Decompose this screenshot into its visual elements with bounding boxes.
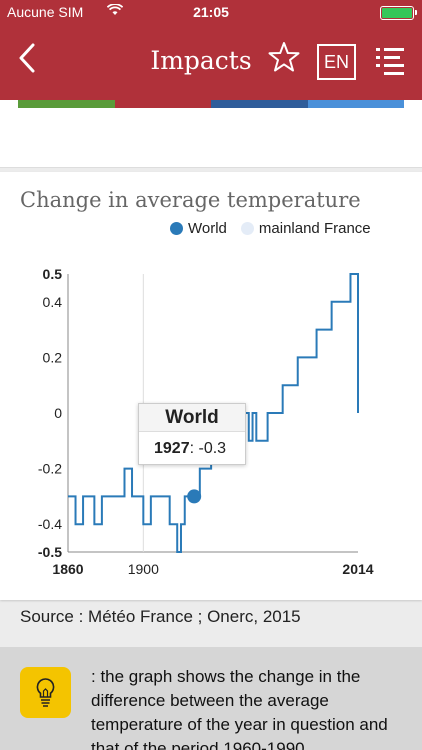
tooltip-title: World [139, 404, 245, 432]
legend-item-france[interactable]: mainland France [240, 220, 371, 237]
tooltip-body: 1927: -0.3 [139, 432, 245, 458]
x-tick-label: 2014 [342, 561, 373, 577]
y-tick-label: 0.2 [43, 349, 63, 365]
chart-title: Change in average temperature [20, 188, 361, 212]
wifi-icon [106, 3, 124, 19]
chart-legend: World mainland France [170, 220, 371, 237]
source-text: Source : Météo France ; Onerc, 2015 [20, 607, 301, 626]
star-icon[interactable] [268, 41, 300, 79]
y-tick-label: -0.2 [38, 461, 62, 477]
note-panel: : the graph shows the change in the diff… [0, 647, 422, 750]
battery-icon [380, 6, 417, 20]
data-point-highlight [187, 489, 202, 504]
legend-swatch [240, 222, 254, 235]
chart-card: Change in average temperature World main… [0, 172, 422, 600]
chevron-left-icon[interactable] [18, 42, 36, 80]
strip-segment-green [18, 100, 115, 108]
tooltip-value: : -0.3 [189, 440, 227, 457]
strip-segment-light-blue [307, 100, 404, 108]
y-tick-label: -0.5 [38, 544, 62, 560]
status-bar: Aucune SIM 21:05 [0, 0, 422, 24]
y-tick-label: 0.5 [43, 266, 63, 282]
x-tick-label: 1900 [128, 561, 159, 577]
legend-label: mainland France [258, 220, 371, 237]
previous-card [0, 100, 422, 168]
strip-segment-blue [211, 100, 308, 108]
note-text: : the graph shows the change in the diff… [91, 667, 388, 750]
legend-swatch [170, 222, 183, 235]
page-title: Impacts [150, 46, 252, 75]
strip-segment-red [114, 100, 211, 108]
y-tick-label: -0.4 [38, 516, 62, 532]
list-menu-icon[interactable] [376, 46, 404, 75]
legend-label: World [188, 220, 227, 237]
y-tick-label: 0 [54, 405, 62, 421]
tooltip-year: 1927 [154, 440, 190, 457]
y-tick-label: 0.4 [43, 294, 63, 310]
legend-item-world[interactable]: World [170, 220, 227, 237]
color-strip [18, 100, 404, 108]
app-header: Aucune SIM 21:05 Impacts EN [0, 0, 422, 100]
carrier-label: Aucune SIM [7, 4, 84, 20]
chart-tooltip: World 1927: -0.3 [138, 403, 246, 465]
clock: 21:05 [193, 4, 229, 20]
language-button[interactable]: EN [317, 44, 356, 80]
x-tick-label: 1860 [52, 561, 83, 577]
nav-bar: Impacts EN [0, 24, 422, 100]
lightbulb-icon [20, 667, 71, 718]
